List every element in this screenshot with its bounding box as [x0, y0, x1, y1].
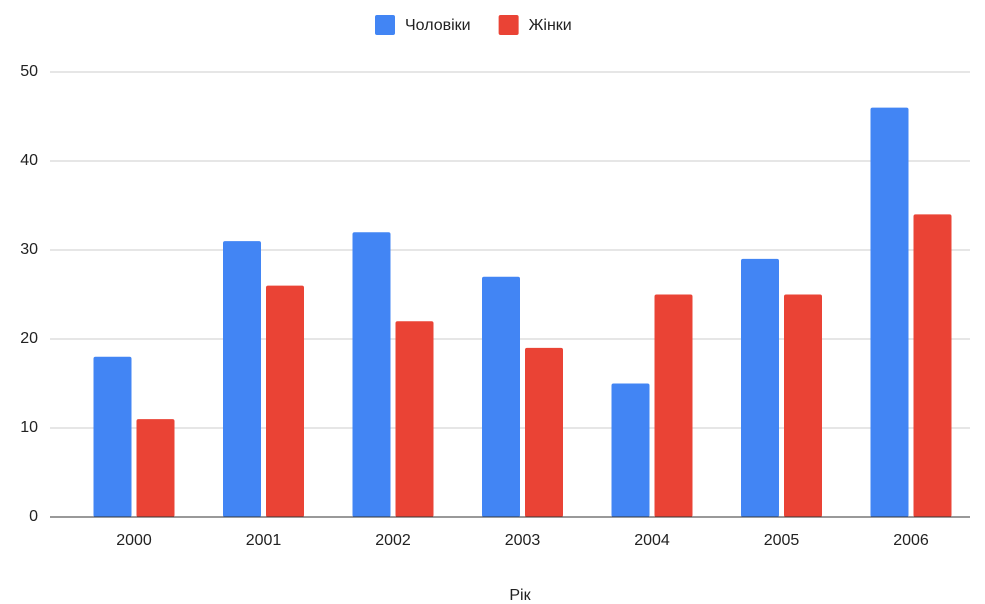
y-tick-label: 10: [20, 419, 38, 436]
bar: [870, 107, 909, 517]
x-tick-label: 2003: [505, 532, 541, 549]
bar: [784, 294, 822, 517]
legend-swatch: [498, 15, 519, 35]
bar: [654, 294, 693, 517]
bar: [913, 214, 952, 517]
bar: [136, 419, 175, 517]
y-tick-label: 30: [20, 241, 38, 258]
y-tick-label: 40: [20, 152, 38, 169]
bar: [482, 276, 520, 517]
legend-label: Чоловіки: [405, 17, 471, 34]
bar: [741, 258, 779, 517]
bar: [395, 321, 434, 517]
bar: [223, 241, 261, 517]
x-tick-label: 2001: [246, 532, 282, 549]
x-tick-label: 2004: [634, 532, 670, 549]
y-tick-label: 0: [29, 508, 38, 525]
legend-swatch: [375, 15, 395, 35]
bar: [525, 347, 563, 517]
bar: [611, 383, 650, 517]
y-tick-label: 20: [20, 330, 38, 347]
bar: [266, 285, 304, 517]
x-tick-label: 2002: [375, 532, 411, 549]
legend-label: Жінки: [529, 17, 572, 34]
bar: [93, 356, 132, 517]
x-tick-label: 2005: [764, 532, 800, 549]
y-tick-label: 50: [20, 63, 38, 80]
x-axis-title: Рік: [509, 587, 531, 604]
x-tick-label: 2006: [893, 532, 929, 549]
x-tick-label: 2000: [116, 532, 152, 549]
bar: [352, 232, 391, 517]
